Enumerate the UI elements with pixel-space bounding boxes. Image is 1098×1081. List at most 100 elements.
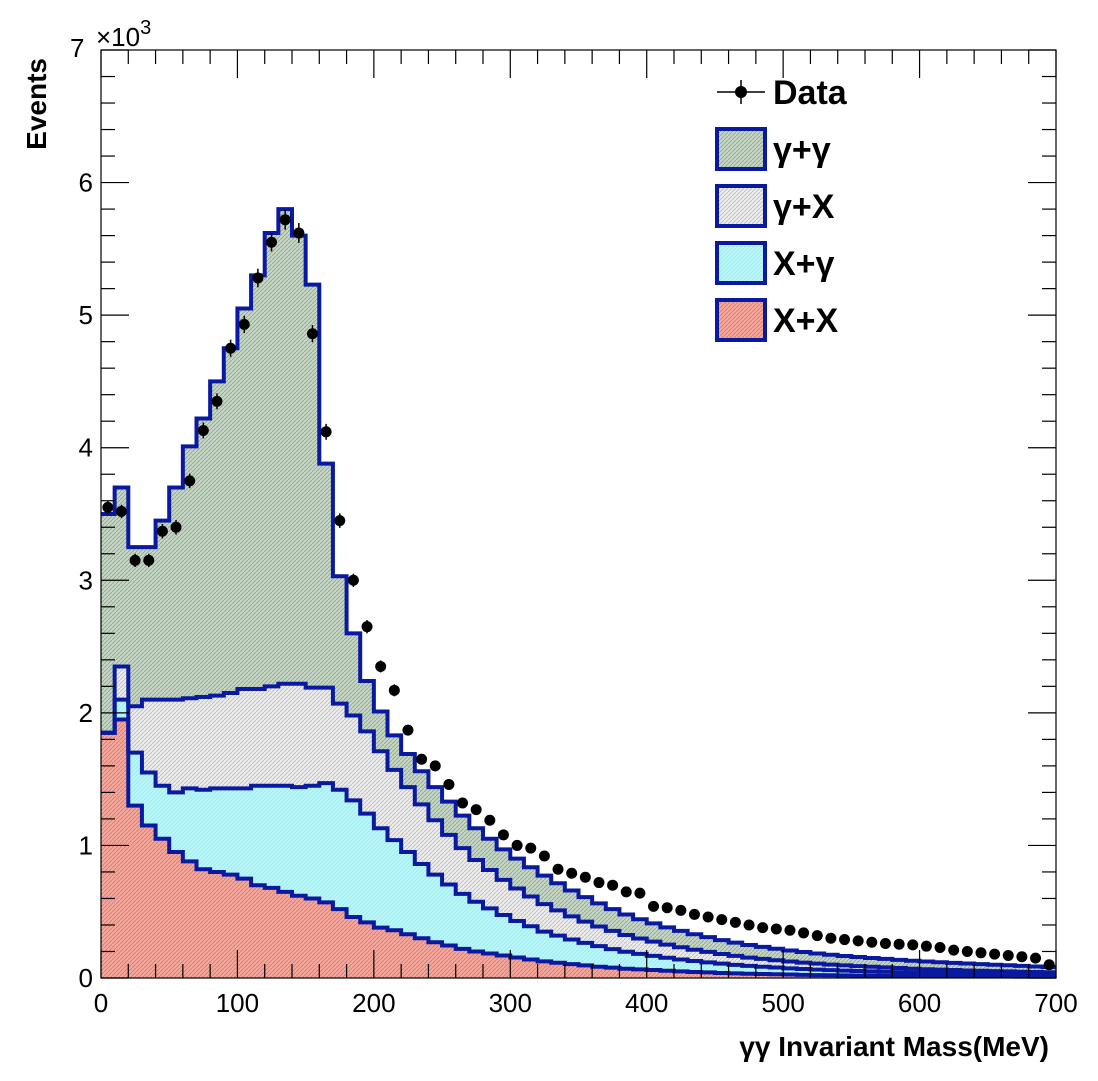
data-point	[252, 268, 264, 288]
data-point	[484, 814, 496, 826]
data-marker	[402, 724, 414, 736]
data-marker	[907, 939, 919, 951]
legend-item-gamma-plus-gamma: γ+γ	[715, 127, 831, 171]
data-point	[170, 519, 182, 535]
data-point	[538, 850, 550, 862]
stack-outline-x-plus-gamma	[101, 697, 1056, 977]
data-marker	[511, 839, 523, 851]
data-point	[593, 877, 605, 889]
data-marker	[961, 945, 973, 957]
data-point	[702, 911, 714, 923]
data-point	[443, 778, 455, 790]
data-marker	[729, 916, 741, 928]
legend-item-data: Data	[717, 74, 848, 112]
x-tick-label: 0	[94, 988, 108, 1018]
y-tick-label: 3	[79, 565, 93, 595]
data-marker	[1016, 951, 1028, 963]
data-point	[566, 867, 578, 879]
data-marker	[852, 935, 864, 947]
data-point	[184, 473, 196, 489]
data-marker	[497, 829, 509, 841]
data-marker	[811, 930, 823, 942]
data-marker	[470, 804, 482, 816]
data-point	[866, 936, 878, 948]
data-marker	[784, 924, 796, 936]
data-point	[798, 927, 810, 939]
data-marker	[648, 900, 660, 912]
stack-fill-x-plus-x	[101, 719, 1056, 978]
data-point	[388, 684, 400, 697]
data-point	[279, 209, 291, 230]
data-marker	[416, 753, 428, 765]
legend-label: γ+X	[773, 188, 835, 226]
data-point	[852, 935, 864, 947]
data-marker	[798, 927, 810, 939]
data-marker	[948, 944, 960, 956]
data-marker	[1030, 952, 1042, 964]
data-point	[1002, 949, 1014, 961]
data-point	[470, 804, 482, 816]
data-point	[320, 423, 332, 440]
data-marker	[143, 554, 155, 566]
data-marker	[770, 923, 782, 935]
data-point	[716, 914, 728, 926]
data-marker	[279, 214, 291, 226]
data-point	[825, 932, 837, 944]
data-marker	[361, 621, 373, 633]
y-tick-label: 0	[79, 963, 93, 993]
data-point	[648, 900, 660, 912]
data-marker	[334, 515, 346, 527]
data-point	[770, 923, 782, 935]
data-marker	[1002, 949, 1014, 961]
data-point	[511, 839, 523, 851]
data-point	[675, 904, 687, 916]
legend-swatch	[715, 241, 767, 285]
data-marker	[115, 505, 127, 517]
data-marker	[702, 911, 714, 923]
x-tick-label: 400	[625, 988, 668, 1018]
data-point	[225, 339, 237, 357]
legend-marker-dot	[735, 86, 747, 98]
data-marker	[388, 684, 400, 696]
data-point	[361, 620, 373, 634]
y-tick-label: 2	[79, 698, 93, 728]
data-marker	[211, 395, 223, 407]
data-marker	[634, 887, 646, 899]
data-marker	[879, 938, 891, 950]
data-point	[402, 724, 414, 736]
data-point	[920, 940, 932, 952]
x-tick-label: 300	[489, 988, 532, 1018]
data-marker	[266, 236, 278, 248]
data-point	[347, 573, 359, 587]
data-point	[907, 939, 919, 951]
x-tick-label: 100	[216, 988, 259, 1018]
data-point	[743, 919, 755, 931]
y-tick-label: 5	[79, 300, 93, 330]
data-marker	[893, 938, 905, 950]
data-point	[729, 916, 741, 928]
data-marker	[579, 871, 591, 883]
stack-outline-gamma-plus-gamma	[101, 207, 1056, 969]
data-marker	[661, 902, 673, 914]
data-point	[934, 942, 946, 954]
y-tick-label: 7	[70, 33, 84, 63]
legend-item-gamma-plus-x: γ+X	[715, 184, 835, 228]
legend-label: γ+γ	[773, 131, 831, 169]
data-point	[197, 422, 209, 439]
data-point	[306, 325, 318, 343]
data-marker	[593, 877, 605, 889]
legend-label: Data	[773, 74, 848, 112]
data-marker	[866, 936, 878, 948]
y-tick-label: 4	[79, 433, 93, 463]
axes: 0 100 200 300 400 500 600 700 0 1 2 3 4 5 6 7	[70, 33, 1078, 1018]
data-point	[102, 500, 114, 514]
data-marker	[839, 934, 851, 946]
data-point	[266, 232, 278, 252]
data-marker	[757, 922, 769, 934]
legend-item-x-plus-gamma: X+γ	[715, 241, 835, 285]
y-tick-label: 1	[79, 830, 93, 860]
data-point	[293, 223, 305, 243]
data-point	[375, 660, 387, 673]
y-tick-label: 6	[79, 168, 93, 198]
